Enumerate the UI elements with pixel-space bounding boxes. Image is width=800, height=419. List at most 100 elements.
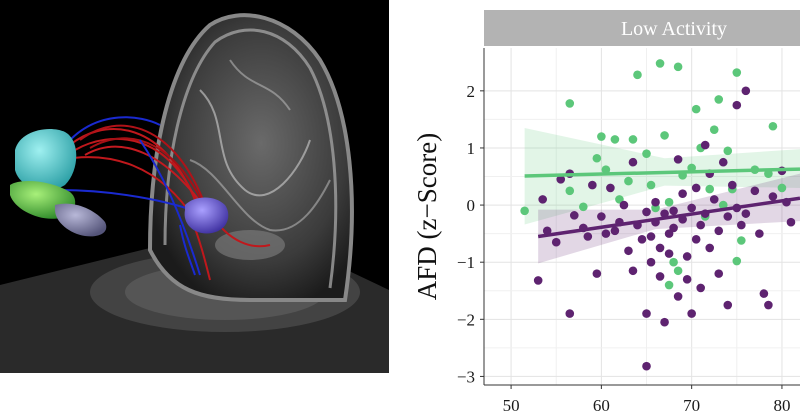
group-green-point xyxy=(597,132,606,141)
group-purple-point xyxy=(569,211,579,220)
group-green-point xyxy=(592,153,602,163)
group-purple-point xyxy=(583,232,593,241)
data-points xyxy=(520,59,796,371)
x-tick-label: 80 xyxy=(773,396,790,415)
group-green-point xyxy=(565,99,575,108)
y-axis-label: AFD (z−Score) xyxy=(412,133,442,300)
group-green-point xyxy=(673,266,683,276)
group-purple-point xyxy=(741,86,751,96)
group-purple-point xyxy=(759,289,769,298)
facet-strip-title: Low Activity xyxy=(621,18,727,40)
group-purple-point xyxy=(709,195,719,204)
group-purple-point xyxy=(786,217,796,227)
group-purple-point xyxy=(624,246,633,256)
y-tick-label: 2 xyxy=(467,82,476,101)
brain-tractography-image xyxy=(0,0,389,373)
y-tick-label: 0 xyxy=(467,196,476,215)
x-tick-label: 70 xyxy=(683,396,700,415)
group-purple-point xyxy=(718,157,728,167)
group-purple-point xyxy=(642,361,651,371)
group-green-point xyxy=(768,121,778,131)
group-purple-point xyxy=(660,209,669,218)
group-purple-point xyxy=(732,100,742,110)
group-green-confidence-band xyxy=(524,127,800,225)
group-purple-point xyxy=(691,183,701,193)
group-purple-point xyxy=(655,243,665,253)
group-purple-point xyxy=(727,180,737,190)
group-purple-point xyxy=(601,229,611,238)
group-green-point xyxy=(723,146,733,156)
x-tick-label: 60 xyxy=(593,396,610,415)
group-green-point xyxy=(628,135,638,144)
group-purple-fit-line xyxy=(537,196,800,239)
group-purple-point xyxy=(696,283,705,293)
group-purple-point xyxy=(628,266,638,276)
group-purple-point xyxy=(619,200,629,210)
group-green-point xyxy=(642,149,651,158)
group-green-point xyxy=(660,131,669,140)
group-green-point xyxy=(732,68,742,77)
group-green-point xyxy=(664,197,674,207)
group-purple-point xyxy=(556,175,566,184)
gray-region xyxy=(55,203,107,237)
group-green-point xyxy=(777,183,787,193)
group-purple-point xyxy=(714,269,724,278)
x-tick-label: 50 xyxy=(503,396,520,415)
group-purple-point xyxy=(606,183,615,193)
group-green-point xyxy=(709,125,719,134)
group-purple-point xyxy=(651,197,660,207)
y-tick-label: −3 xyxy=(457,367,475,386)
group-purple-point xyxy=(669,206,678,216)
group-green-point xyxy=(737,236,746,245)
group-green-point xyxy=(714,95,724,104)
group-green-fit-line xyxy=(524,167,800,178)
purple-region xyxy=(184,197,229,234)
group-purple-point xyxy=(755,229,764,238)
group-purple-point xyxy=(588,180,597,190)
group-green-point xyxy=(669,257,678,267)
y-tick-label: −2 xyxy=(457,310,475,329)
facet-strip xyxy=(484,10,800,46)
group-purple-point xyxy=(696,220,705,230)
group-purple-point xyxy=(764,300,773,310)
group-green-point xyxy=(705,184,715,194)
group-purple-point xyxy=(646,257,656,267)
group-purple-point xyxy=(538,195,547,204)
group-purple-point xyxy=(597,212,606,221)
group-purple-point xyxy=(768,192,778,201)
group-purple-point xyxy=(737,220,746,230)
group-purple-point xyxy=(642,207,651,217)
group-purple-point xyxy=(642,309,651,318)
group-purple-point xyxy=(655,272,665,281)
group-green-point xyxy=(610,135,620,144)
group-purple-point xyxy=(592,269,602,278)
group-purple-point xyxy=(664,249,674,258)
group-green-point xyxy=(646,180,656,190)
group-purple-point xyxy=(646,232,656,241)
group-purple-point xyxy=(723,212,733,221)
group-purple-point xyxy=(628,157,638,167)
group-green-point xyxy=(579,202,588,212)
group-green-point xyxy=(633,70,642,80)
fit-lines xyxy=(524,167,800,239)
group-purple-point xyxy=(673,292,683,301)
group-green-point xyxy=(655,59,665,68)
group-purple-point xyxy=(669,223,678,233)
group-purple-point xyxy=(678,189,687,198)
group-purple-point xyxy=(660,317,669,327)
group-purple-point xyxy=(705,243,715,253)
group-purple-point xyxy=(700,140,710,150)
group-purple-point xyxy=(723,300,733,310)
group-green-point xyxy=(691,104,701,114)
group-purple-point xyxy=(741,209,751,218)
group-purple-point xyxy=(691,235,701,244)
group-green-point xyxy=(601,165,611,174)
group-purple-point xyxy=(610,226,620,236)
group-purple-point xyxy=(682,275,692,284)
group-purple-point xyxy=(673,155,683,164)
group-purple-point xyxy=(682,252,692,261)
group-green-point xyxy=(565,186,575,196)
group-purple-point xyxy=(714,226,724,236)
y-tick-label: −1 xyxy=(457,253,475,272)
group-purple-point xyxy=(637,235,647,244)
